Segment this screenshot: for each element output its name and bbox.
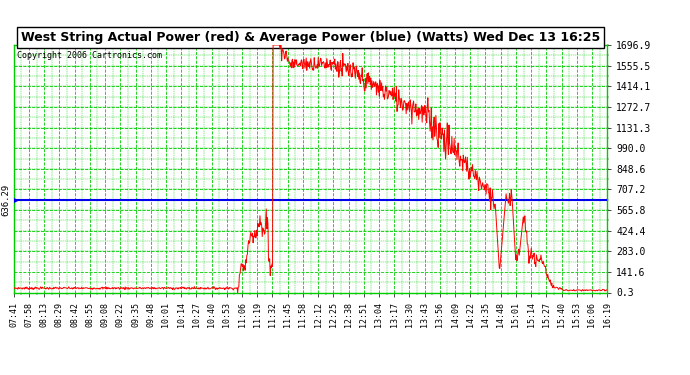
Title: West String Actual Power (red) & Average Power (blue) (Watts) Wed Dec 13 16:25: West String Actual Power (red) & Average…: [21, 31, 600, 44]
Text: 636.29: 636.29: [2, 184, 11, 216]
Text: Copyright 2006 Cartronics.com: Copyright 2006 Cartronics.com: [17, 51, 161, 60]
